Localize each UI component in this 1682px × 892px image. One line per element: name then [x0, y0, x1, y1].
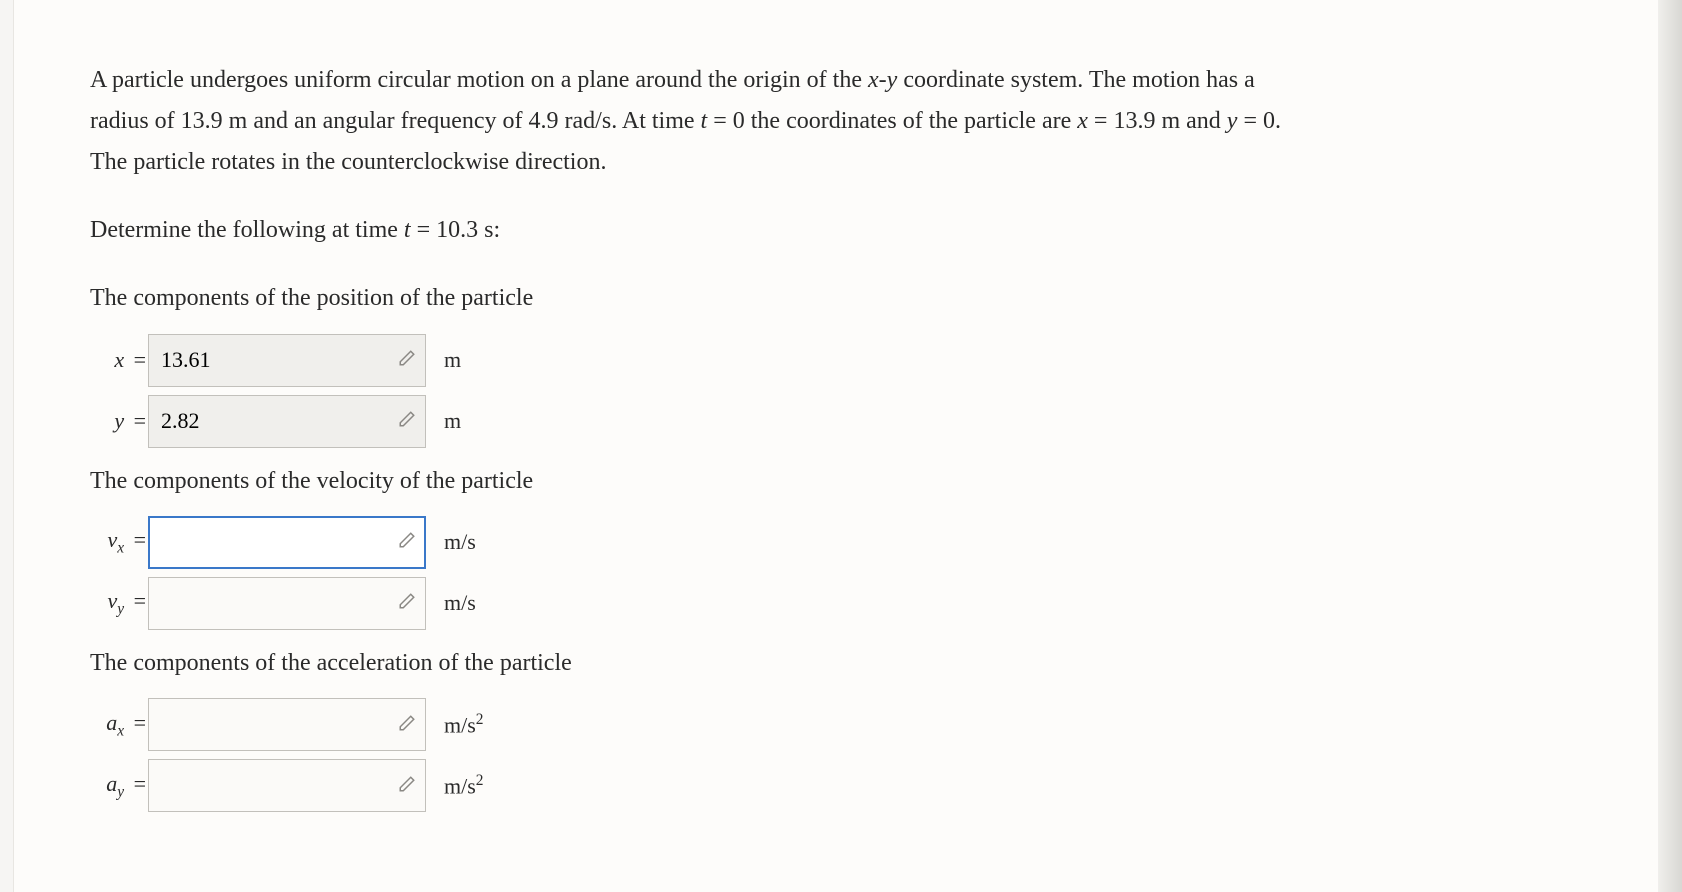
- ax-input[interactable]: [148, 698, 426, 751]
- ax-label: ax =: [90, 710, 148, 740]
- vy-input[interactable]: [148, 577, 426, 630]
- ic-var-y: y: [1227, 108, 1238, 134]
- ay-unit-exp: 2: [476, 772, 484, 789]
- eq: =: [124, 710, 146, 735]
- radius-value: 13.9 m: [181, 108, 248, 134]
- x-label: x =: [90, 347, 148, 373]
- acceleration-inputs: ax = m/s2 ay = m/s2: [90, 698, 1310, 812]
- eq: =: [124, 527, 146, 552]
- ay-input[interactable]: [148, 759, 426, 812]
- vy-label: vy =: [90, 588, 148, 618]
- vy-main: v: [107, 588, 117, 613]
- ax-unit-exp: 2: [476, 711, 484, 728]
- ay-label: ay =: [90, 771, 148, 801]
- eq: =: [124, 771, 146, 796]
- vx-input[interactable]: [148, 516, 426, 569]
- vy-input-row: vy = m/s: [90, 577, 1310, 630]
- vx-input-wrap: [148, 516, 426, 569]
- p1-text-3: and an angular frequency of: [247, 108, 528, 134]
- eq: =: [124, 347, 146, 372]
- ax-input-wrap: [148, 698, 426, 751]
- ay-main: a: [106, 771, 117, 796]
- velocity-inputs: vx = m/s vy = m/s: [90, 516, 1310, 630]
- question-content: A particle undergoes uniform circular mo…: [90, 60, 1310, 812]
- ic-y-value: = 0: [1237, 108, 1275, 134]
- eq: =: [124, 588, 146, 613]
- y-unit: m: [444, 408, 461, 434]
- vy-input-wrap: [148, 577, 426, 630]
- x-input-row: x = m: [90, 334, 1310, 387]
- p1-text-4: . At time: [611, 108, 700, 134]
- var-x: x: [868, 67, 879, 93]
- ax-main: a: [106, 710, 117, 735]
- ic-var-x: x: [1077, 108, 1088, 134]
- ay-unit-base: m/s: [444, 774, 476, 799]
- ic-x-value: = 13.9 m: [1088, 108, 1180, 134]
- t-eq-0: = 0: [707, 108, 745, 134]
- y-input-row: y = m: [90, 395, 1310, 448]
- p1-text-1: A particle undergoes uniform circular mo…: [90, 67, 868, 93]
- angfreq-value: 4.9 rad/s: [529, 108, 612, 134]
- problem-paragraph-1: A particle undergoes uniform circular mo…: [90, 60, 1310, 182]
- problem-paragraph-2: Determine the following at time t = 10.3…: [90, 210, 1310, 251]
- y-input-wrap: [148, 395, 426, 448]
- y-label-text: y: [114, 408, 124, 433]
- x-input[interactable]: [148, 334, 426, 387]
- vy-unit: m/s: [444, 590, 476, 616]
- eq: =: [124, 408, 146, 433]
- vx-unit: m/s: [444, 529, 476, 555]
- ax-unit-base: m/s: [444, 713, 476, 738]
- velocity-heading: The components of the velocity of the pa…: [90, 462, 1310, 500]
- ax-unit: m/s2: [444, 711, 484, 738]
- x-label-text: x: [114, 347, 124, 372]
- ay-unit: m/s2: [444, 772, 484, 799]
- vx-label: vx =: [90, 527, 148, 557]
- vx-input-row: vx = m/s: [90, 516, 1310, 569]
- ay-input-wrap: [148, 759, 426, 812]
- page-right-shadow: [1658, 0, 1682, 892]
- p2-var-t: t: [404, 217, 411, 243]
- acceleration-heading: The components of the acceleration of th…: [90, 644, 1310, 682]
- p1-text-6: and: [1180, 108, 1227, 134]
- page-left-margin: [0, 0, 14, 892]
- x-unit: m: [444, 347, 461, 373]
- x-input-wrap: [148, 334, 426, 387]
- position-heading: The components of the position of the pa…: [90, 279, 1310, 317]
- ay-input-row: ay = m/s2: [90, 759, 1310, 812]
- p1-text-5: the coordinates of the particle are: [745, 108, 1078, 134]
- dash: -: [879, 67, 887, 93]
- y-label: y =: [90, 408, 148, 434]
- position-inputs: x = m y = m: [90, 334, 1310, 448]
- ax-input-row: ax = m/s2: [90, 698, 1310, 751]
- vx-main: v: [107, 527, 117, 552]
- var-y: y: [887, 67, 898, 93]
- y-input[interactable]: [148, 395, 426, 448]
- p2-text-1: Determine the following at time: [90, 217, 404, 243]
- p2-t-value: = 10.3 s:: [411, 217, 501, 243]
